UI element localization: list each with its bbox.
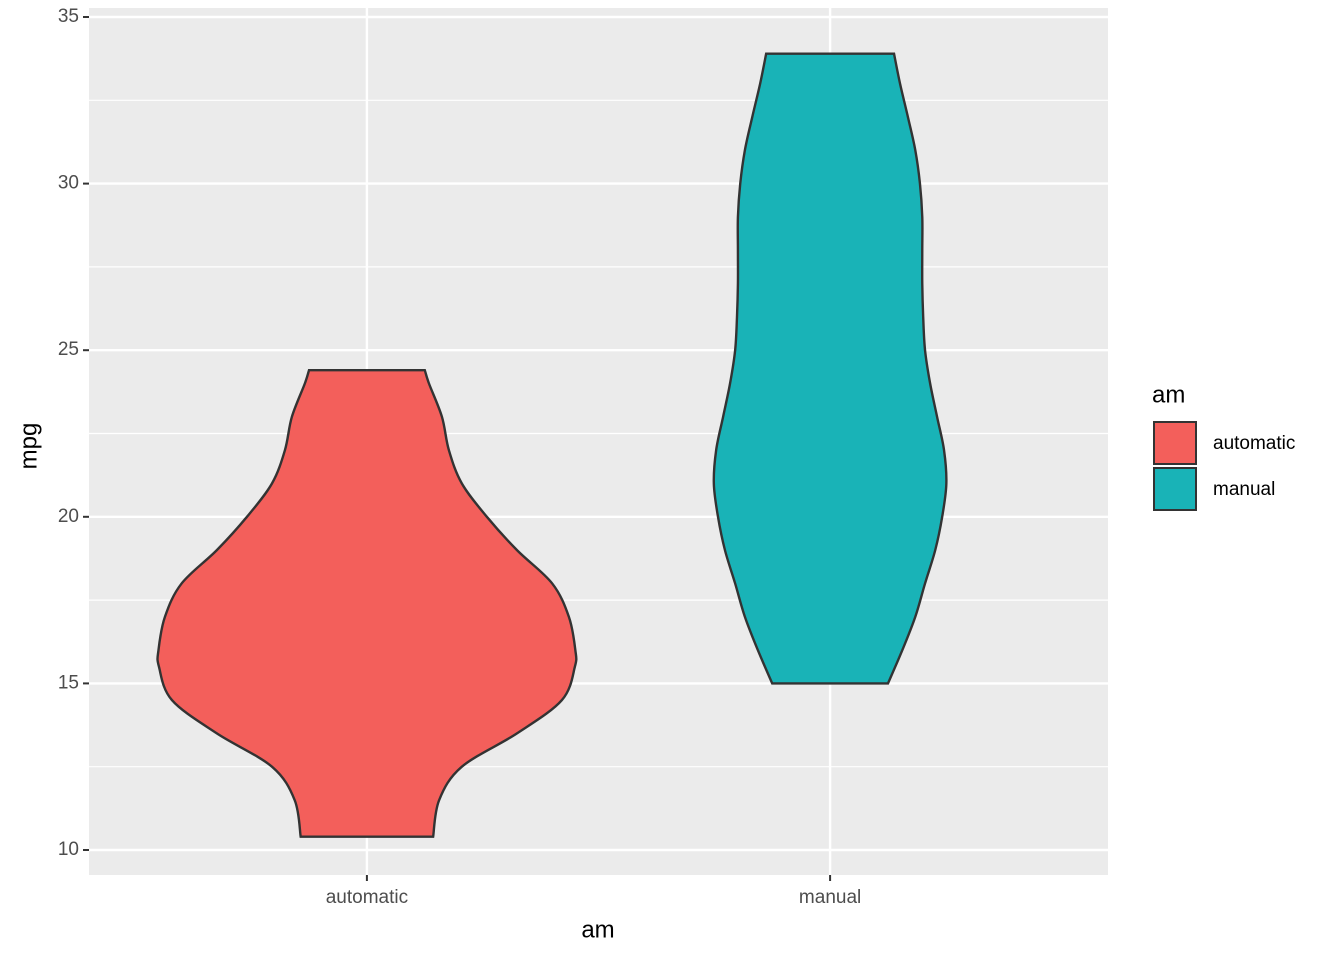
y-tick-label: 30 (58, 173, 79, 194)
y-axis-title: mpg (15, 423, 42, 470)
legend-swatch (1153, 421, 1197, 465)
legend-swatch (1153, 467, 1197, 511)
x-tick-label: manual (799, 887, 861, 908)
violin (712, 52, 948, 685)
y-tick-label: 15 (58, 672, 79, 693)
legend-label: automatic (1213, 433, 1295, 454)
legend-label: manual (1213, 479, 1275, 500)
legend-title: am (1152, 381, 1185, 408)
y-tick-label: 35 (58, 6, 79, 27)
y-tick-label: 10 (58, 839, 79, 860)
violin (156, 368, 578, 838)
y-tick-label: 25 (58, 339, 79, 360)
x-tick-label: automatic (326, 887, 408, 908)
x-axis-title: am (581, 916, 614, 943)
y-tick-label: 20 (58, 506, 79, 527)
